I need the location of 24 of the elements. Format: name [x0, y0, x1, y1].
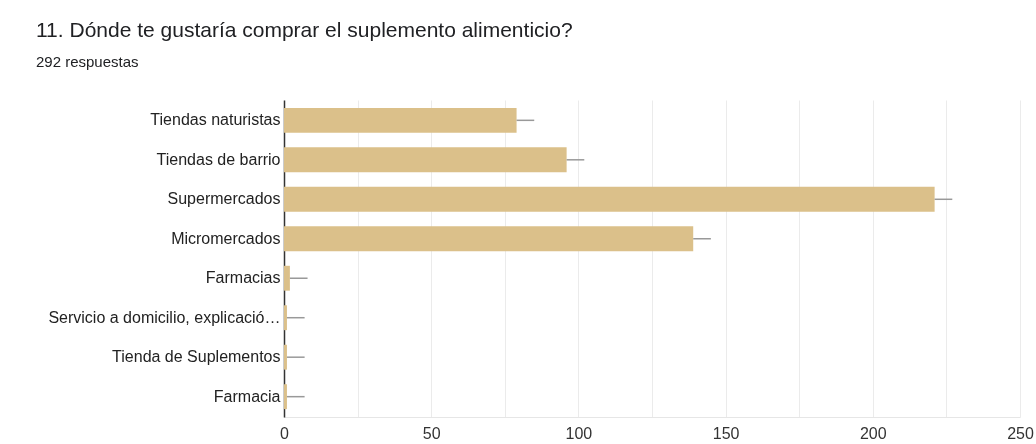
y-tick-label: Tiendas naturistas [150, 111, 281, 129]
y-tick-label: Farmacia [213, 387, 281, 405]
y-tick-label: Tienda de Suplementos [112, 348, 281, 366]
bar [284, 384, 287, 410]
bar [284, 107, 517, 133]
x-tick-label: 150 [712, 424, 740, 442]
y-tick-label: Tiendas de barrio [156, 150, 281, 168]
chart-title: 11. Dónde te gustaría comprar el suplemento alimenticio? [36, 18, 573, 41]
text: 292 respuestas [36, 53, 139, 70]
y-tick-label: Servicio a domicilio, explicació… [48, 308, 281, 326]
bar [284, 147, 567, 173]
x-tick-label: 200 [859, 424, 887, 442]
bar [284, 265, 290, 291]
y-tick-label: Micromercados [171, 229, 281, 247]
y-tick-label: Farmacias [205, 269, 281, 287]
bar [284, 305, 287, 331]
x-tick-label: 50 [422, 424, 441, 442]
bar [284, 186, 935, 212]
x-tick-label: 0 [280, 424, 290, 442]
x-tick-label: 100 [565, 424, 593, 442]
bar [284, 226, 694, 252]
bar [284, 344, 287, 370]
x-tick-label: 250 [1007, 424, 1034, 442]
y-tick-label: Supermercados [167, 190, 281, 208]
